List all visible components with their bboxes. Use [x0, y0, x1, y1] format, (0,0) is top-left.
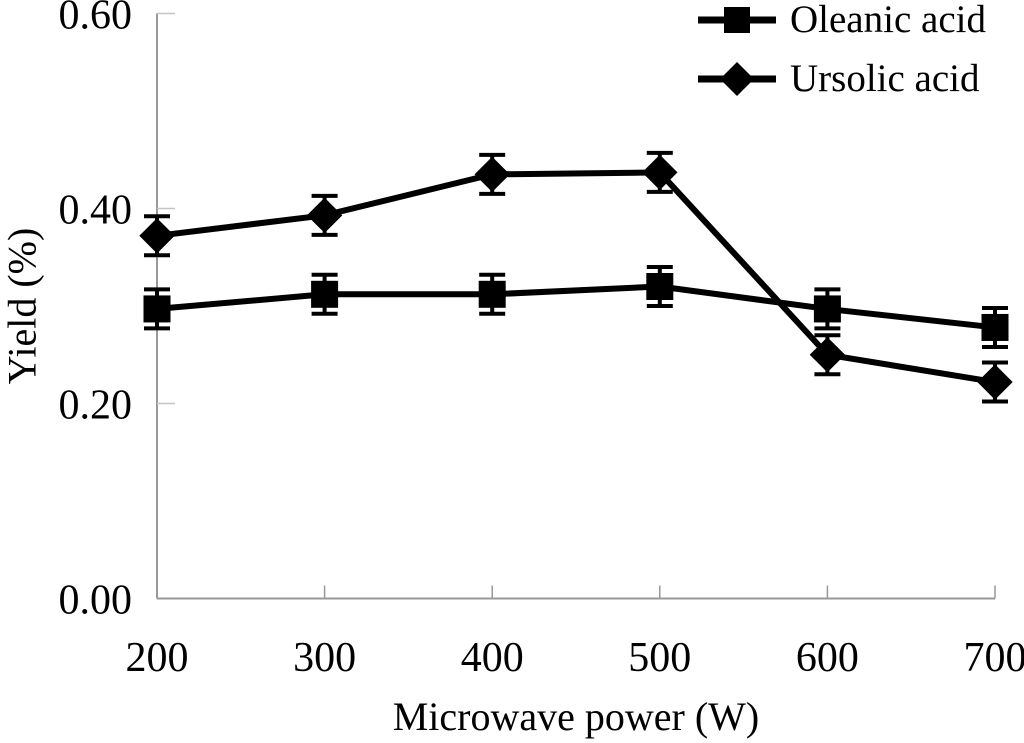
y-axis-title: Yield (%) [0, 227, 45, 385]
data-point-diamond [809, 337, 846, 373]
x-axis-title: Microwave power (W) [392, 694, 760, 739]
legend-label-oleanic-acid: Oleanic acid [790, 0, 986, 41]
y-tick-label: 0.40 [59, 188, 133, 234]
data-point-diamond [139, 218, 175, 254]
data-point-square [813, 295, 841, 323]
data-point-square [981, 313, 1009, 341]
series-line-oleanic-acid [156, 283, 996, 331]
legend-label-ursolic-acid: Ursolic acid [790, 57, 980, 100]
x-tick-label: 700 [964, 635, 1024, 681]
legend-item-ursolic-acid: Ursolic acid [697, 59, 986, 99]
legend: Oleanic acid Ursolic acid [697, 0, 986, 99]
x-tick-label: 300 [293, 635, 356, 681]
data-point-square [143, 295, 171, 323]
y-tick-label: 0.20 [59, 383, 133, 429]
data-point-diamond [474, 156, 510, 193]
data-point-square [311, 280, 339, 308]
y-tick-label: 0.00 [59, 578, 133, 624]
data-point-square [646, 273, 674, 300]
data-point-square [478, 280, 506, 308]
diamond-marker-icon [698, 62, 776, 96]
x-tick-label: 200 [126, 635, 189, 681]
x-tick-label: 400 [461, 635, 524, 681]
square-marker-icon [698, 7, 776, 33]
series-line-ursolic-acid [156, 169, 996, 386]
y-tick-label: 0.60 [59, 0, 133, 39]
x-tick-label: 600 [796, 635, 859, 681]
data-point-diamond [977, 364, 1013, 400]
x-tick-label: 500 [628, 635, 691, 681]
data-point-diamond [642, 154, 678, 191]
data-point-diamond [306, 197, 343, 234]
legend-item-oleanic-acid: Oleanic acid [697, 0, 986, 40]
